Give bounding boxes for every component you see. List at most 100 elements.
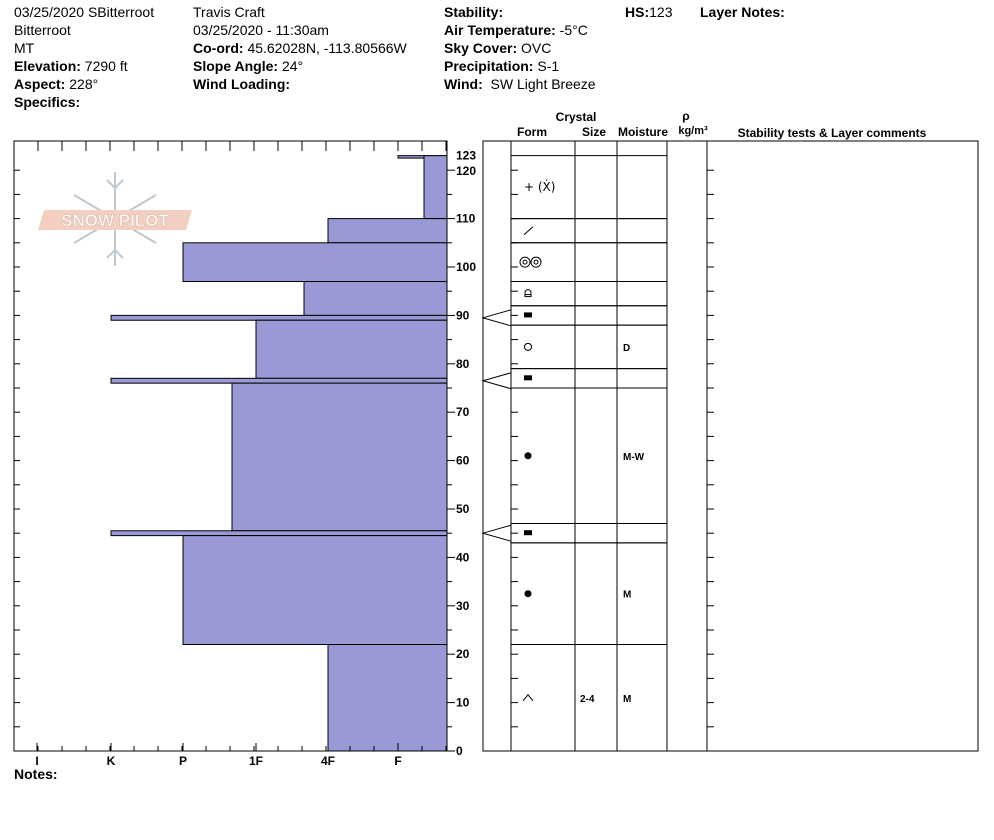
sky-cover: Sky Cover: OVC	[444, 39, 596, 57]
crystal-slash-decomposing-icon	[523, 226, 534, 236]
crystal-moisture: M-W	[623, 452, 645, 463]
crystal-rows: + (Ẋ) D M-W M 2-4 M	[481, 155, 667, 752]
precipitation: Precipitation: S-1	[444, 57, 596, 75]
header-col-location: 03/25/2020 SBitterroot Bitterroot MT Ele…	[14, 3, 154, 111]
air-temperature: Air Temperature: -5°C	[444, 21, 596, 39]
wind-value: SW Light Breeze	[490, 76, 596, 92]
form-header: Form	[517, 125, 547, 139]
crystal-rounded-open-icon	[524, 342, 532, 351]
depth-label-123: 123	[456, 149, 476, 163]
logo-text: SNOW PILOT	[61, 211, 169, 230]
depth-label-0: 0	[456, 744, 463, 758]
slope-label: Slope Angle:	[193, 58, 279, 74]
header-col-hs: HS:123	[625, 3, 672, 21]
depth-label-80: 80	[456, 357, 470, 371]
sky-label: Sky Cover:	[444, 40, 518, 56]
coord-label: Co-ord:	[193, 40, 244, 56]
wind-loading: Wind Loading:	[193, 75, 407, 93]
aspect-label: Aspect:	[14, 76, 66, 92]
depth-label-110: 110	[456, 212, 476, 226]
layer-notes-label: Layer Notes:	[700, 4, 785, 20]
hardness-bar-7	[110, 377, 448, 384]
crystal-size: 2-4	[580, 694, 595, 705]
depth-label-120: 120	[456, 164, 476, 178]
aspect-value: 228°	[69, 76, 99, 92]
hardness-x-axis: I K P 1F 4F F	[14, 169, 447, 768]
depth-label-40: 40	[456, 550, 470, 564]
observer-name: Travis Craft	[193, 4, 265, 20]
hardness-label-F: F	[394, 754, 401, 768]
hardness-bar-5	[110, 314, 448, 321]
wind: Wind: SW Light Breeze	[444, 75, 596, 93]
crystal-melt-forms-filled-icon	[524, 452, 532, 460]
size-header: Size	[582, 125, 606, 139]
hardness-bar-6	[255, 319, 448, 379]
stability: Stability:	[444, 3, 596, 21]
crystal-ice-layer-icon	[524, 312, 532, 318]
moisture-header: Moisture	[618, 125, 668, 139]
elevation-value: 7290 ft	[84, 58, 128, 74]
hardness-bar-11	[327, 644, 448, 752]
crystal-ice-layer-icon	[524, 530, 532, 536]
observation-datetime: 03/25/2020 - 11:30am	[193, 22, 329, 38]
logo-banner: SNOW PILOT	[38, 210, 192, 230]
coordinates: Co-ord: 45.62028N, -113.80566W	[193, 39, 407, 57]
crystal-melt-forms-filled-icon	[524, 590, 532, 598]
hardness-bar-3	[182, 242, 448, 283]
hardness-bar-10	[182, 535, 448, 646]
crystal-table: Crystal Form Size Moisture ρ kg/m³ Stabi…	[481, 109, 979, 752]
mountain-range: Bitterroot	[14, 22, 71, 38]
date-location: 03/25/2020 SBitterroot	[14, 4, 155, 20]
notes-label: Notes:	[14, 766, 58, 782]
hardness-bar-9	[110, 530, 448, 537]
precip-label: Precipitation:	[444, 58, 534, 74]
cluster-inner-left	[522, 259, 528, 265]
specifics: Specifics:	[14, 93, 154, 111]
precip-value: S-1	[537, 58, 560, 74]
density-symbol: ρ	[682, 109, 689, 123]
air-temp-label: Air Temperature:	[444, 22, 556, 38]
table-frame	[482, 140, 979, 752]
state: MT	[14, 40, 35, 56]
crystal-moisture: D	[623, 343, 630, 354]
header-col-observer: Travis Craft 03/25/2020 - 11:30am Co-ord…	[193, 3, 407, 93]
header-col-conditions: Stability: Air Temperature: -5°C Sky Cov…	[444, 3, 596, 93]
hardness-bar-1	[423, 155, 448, 220]
hs-value: 123	[649, 4, 673, 20]
slope-value: 24°	[281, 58, 304, 74]
air-temp-value: -5°C	[559, 22, 588, 38]
hardness-bars	[110, 155, 448, 752]
crystal-mixed-form-icon	[524, 289, 532, 298]
wind-loading-label: Wind Loading:	[193, 76, 291, 92]
hardness-label-I: I	[35, 754, 38, 768]
hardness-top-ticks	[37, 141, 447, 151]
depth-label-70: 70	[456, 405, 470, 419]
crystal-plus-new-snow-icon: + (Ẋ)	[524, 179, 555, 194]
wind-label: Wind:	[444, 76, 483, 92]
hardness-label-4F: 4F	[321, 754, 335, 768]
layer-marker-wedge	[481, 524, 512, 542]
depth-label-20: 20	[456, 647, 470, 661]
crystal-header: Crystal	[556, 110, 597, 124]
slope-angle: Slope Angle: 24°	[193, 57, 407, 75]
stability-label: Stability:	[444, 4, 504, 20]
layer-marker-wedge	[481, 372, 512, 390]
sky-value: OVC	[521, 40, 552, 56]
hardness-label-K: K	[107, 754, 116, 768]
table-right-ticks	[707, 169, 714, 752]
depth-label-10: 10	[456, 696, 470, 710]
elevation: Elevation: 7290 ft	[14, 57, 154, 75]
hardness-bar-8	[231, 382, 448, 532]
cluster-inner-right	[533, 259, 539, 265]
coord-value: 45.62028N, -113.80566W	[247, 40, 407, 56]
snowpilot-logo: SNOW PILOT	[38, 172, 192, 266]
crystal-moisture: M	[623, 694, 631, 705]
depth-label-50: 50	[456, 502, 470, 516]
crystal-melt-clusters-icon	[519, 256, 542, 268]
depth-label-100: 100	[456, 260, 476, 274]
hs-label: HS:	[625, 4, 650, 20]
depth-label-30: 30	[456, 599, 470, 613]
crystal-ice-layer-icon	[524, 375, 532, 381]
hardness-bar-2	[327, 218, 448, 244]
